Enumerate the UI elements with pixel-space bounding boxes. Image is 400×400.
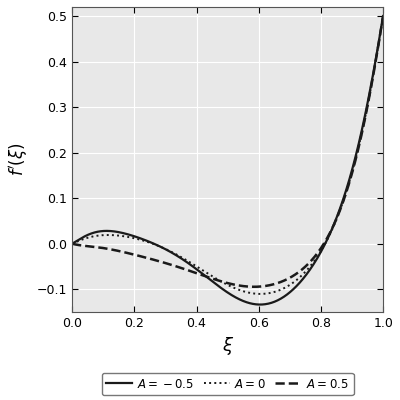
X-axis label: $\xi$: $\xi$ bbox=[222, 336, 234, 358]
Legend: $A = -0.5$, $A = 0$, $A = 0.5$: $A = -0.5$, $A = 0$, $A = 0.5$ bbox=[102, 373, 354, 395]
Y-axis label: $f^{\prime}(\xi)$: $f^{\prime}(\xi)$ bbox=[7, 142, 30, 176]
